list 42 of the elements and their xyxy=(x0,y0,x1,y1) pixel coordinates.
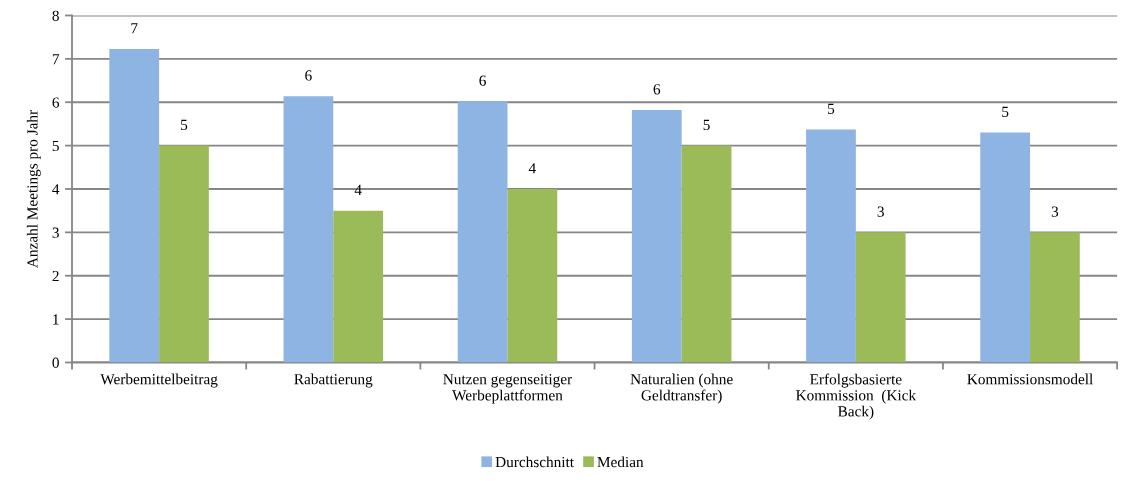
data-label: 5 xyxy=(1002,106,1009,117)
x-tick-label: Erfolgsbasierte Kommission (Kick Back) xyxy=(796,373,917,420)
data-label: 6 xyxy=(653,84,661,95)
y-tick-label: 2 xyxy=(52,270,59,282)
bar xyxy=(507,188,558,363)
data-label: 5 xyxy=(828,103,835,114)
bar xyxy=(333,210,384,363)
y-axis-title: Anzahl Meetings pro Jahr xyxy=(26,110,41,268)
x-tick-label: Naturalien (ohne Geldtransfer) xyxy=(630,373,733,404)
bar xyxy=(1030,232,1080,363)
x-tick-label: Rabattierung xyxy=(294,373,373,388)
bar xyxy=(109,48,160,363)
data-label: 4 xyxy=(354,184,362,195)
bar xyxy=(806,129,856,363)
y-tick-label: 5 xyxy=(52,140,59,152)
data-label: 5 xyxy=(181,119,188,131)
y-tick-label: 3 xyxy=(52,227,59,238)
x-tick-label: Nutzen gegenseitiger Werbeplattformen xyxy=(443,374,573,404)
x-tick-label: Kommissionsmodell xyxy=(967,373,1093,385)
data-label: 3 xyxy=(877,206,884,217)
y-tick-label: 0 xyxy=(52,357,59,368)
x-tick-label: Werbemittelbeitrag xyxy=(100,373,218,388)
y-tick-label: 7 xyxy=(52,54,60,65)
y-tick-label: 6 xyxy=(52,97,60,108)
legend-label: Durchschnitt xyxy=(495,456,574,468)
bar xyxy=(457,101,508,363)
bar xyxy=(681,145,732,363)
bar xyxy=(855,232,906,363)
y-tick-label: 1 xyxy=(53,314,59,325)
bar xyxy=(980,132,1031,363)
data-label: 6 xyxy=(479,75,486,86)
data-label: 7 xyxy=(131,23,138,34)
data-label: 3 xyxy=(1051,206,1059,217)
y-tick-label: 4 xyxy=(52,184,60,195)
y-tick-label: 8 xyxy=(52,10,59,21)
data-label: 5 xyxy=(703,119,710,131)
legend-label: Median xyxy=(597,456,644,468)
data-label: 6 xyxy=(305,70,312,81)
bar xyxy=(159,145,209,363)
bar xyxy=(631,110,682,363)
bar xyxy=(283,96,334,363)
data-label: 4 xyxy=(528,163,536,174)
